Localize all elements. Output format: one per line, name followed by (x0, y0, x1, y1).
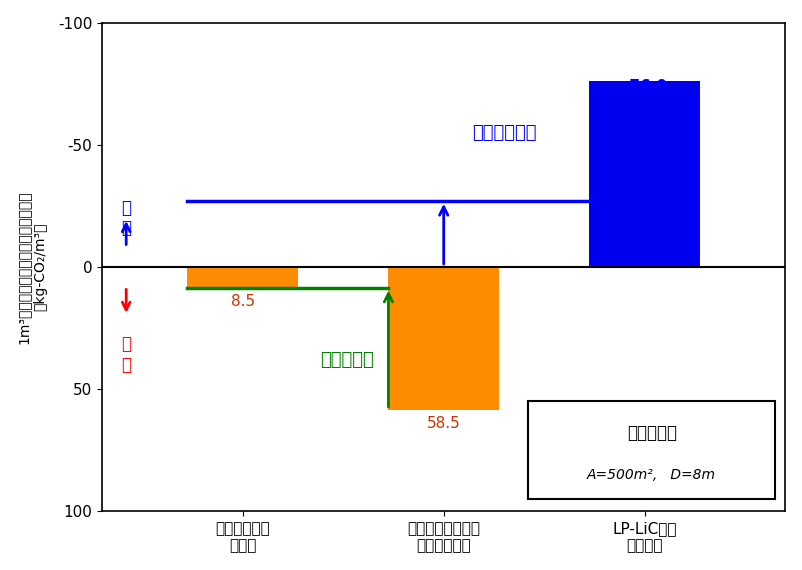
Text: -76.0: -76.0 (622, 79, 666, 93)
Bar (388, 267, 499, 410)
Text: 省エネ効果: 省エネ効果 (320, 351, 374, 369)
Y-axis label: 1m³改良当たりの温室効果ガス排出量
（kg-CO₂/m³）: 1m³改良当たりの温室効果ガス排出量 （kg-CO₂/m³） (17, 190, 47, 344)
Text: 液状化対策: 液状化対策 (626, 424, 677, 442)
Text: 排
出: 排 出 (121, 335, 132, 374)
Text: 58.5: 58.5 (427, 416, 460, 431)
Bar (188, 267, 298, 288)
Bar (589, 82, 700, 267)
Text: 8.5: 8.5 (231, 294, 255, 309)
FancyBboxPatch shape (528, 401, 776, 499)
Text: 炭素貯蔵効果: 炭素貯蔵効果 (472, 124, 537, 141)
Text: 貯
蔵: 貯 蔵 (121, 198, 132, 237)
Text: A=500m²,   D=8m: A=500m², D=8m (587, 467, 716, 482)
